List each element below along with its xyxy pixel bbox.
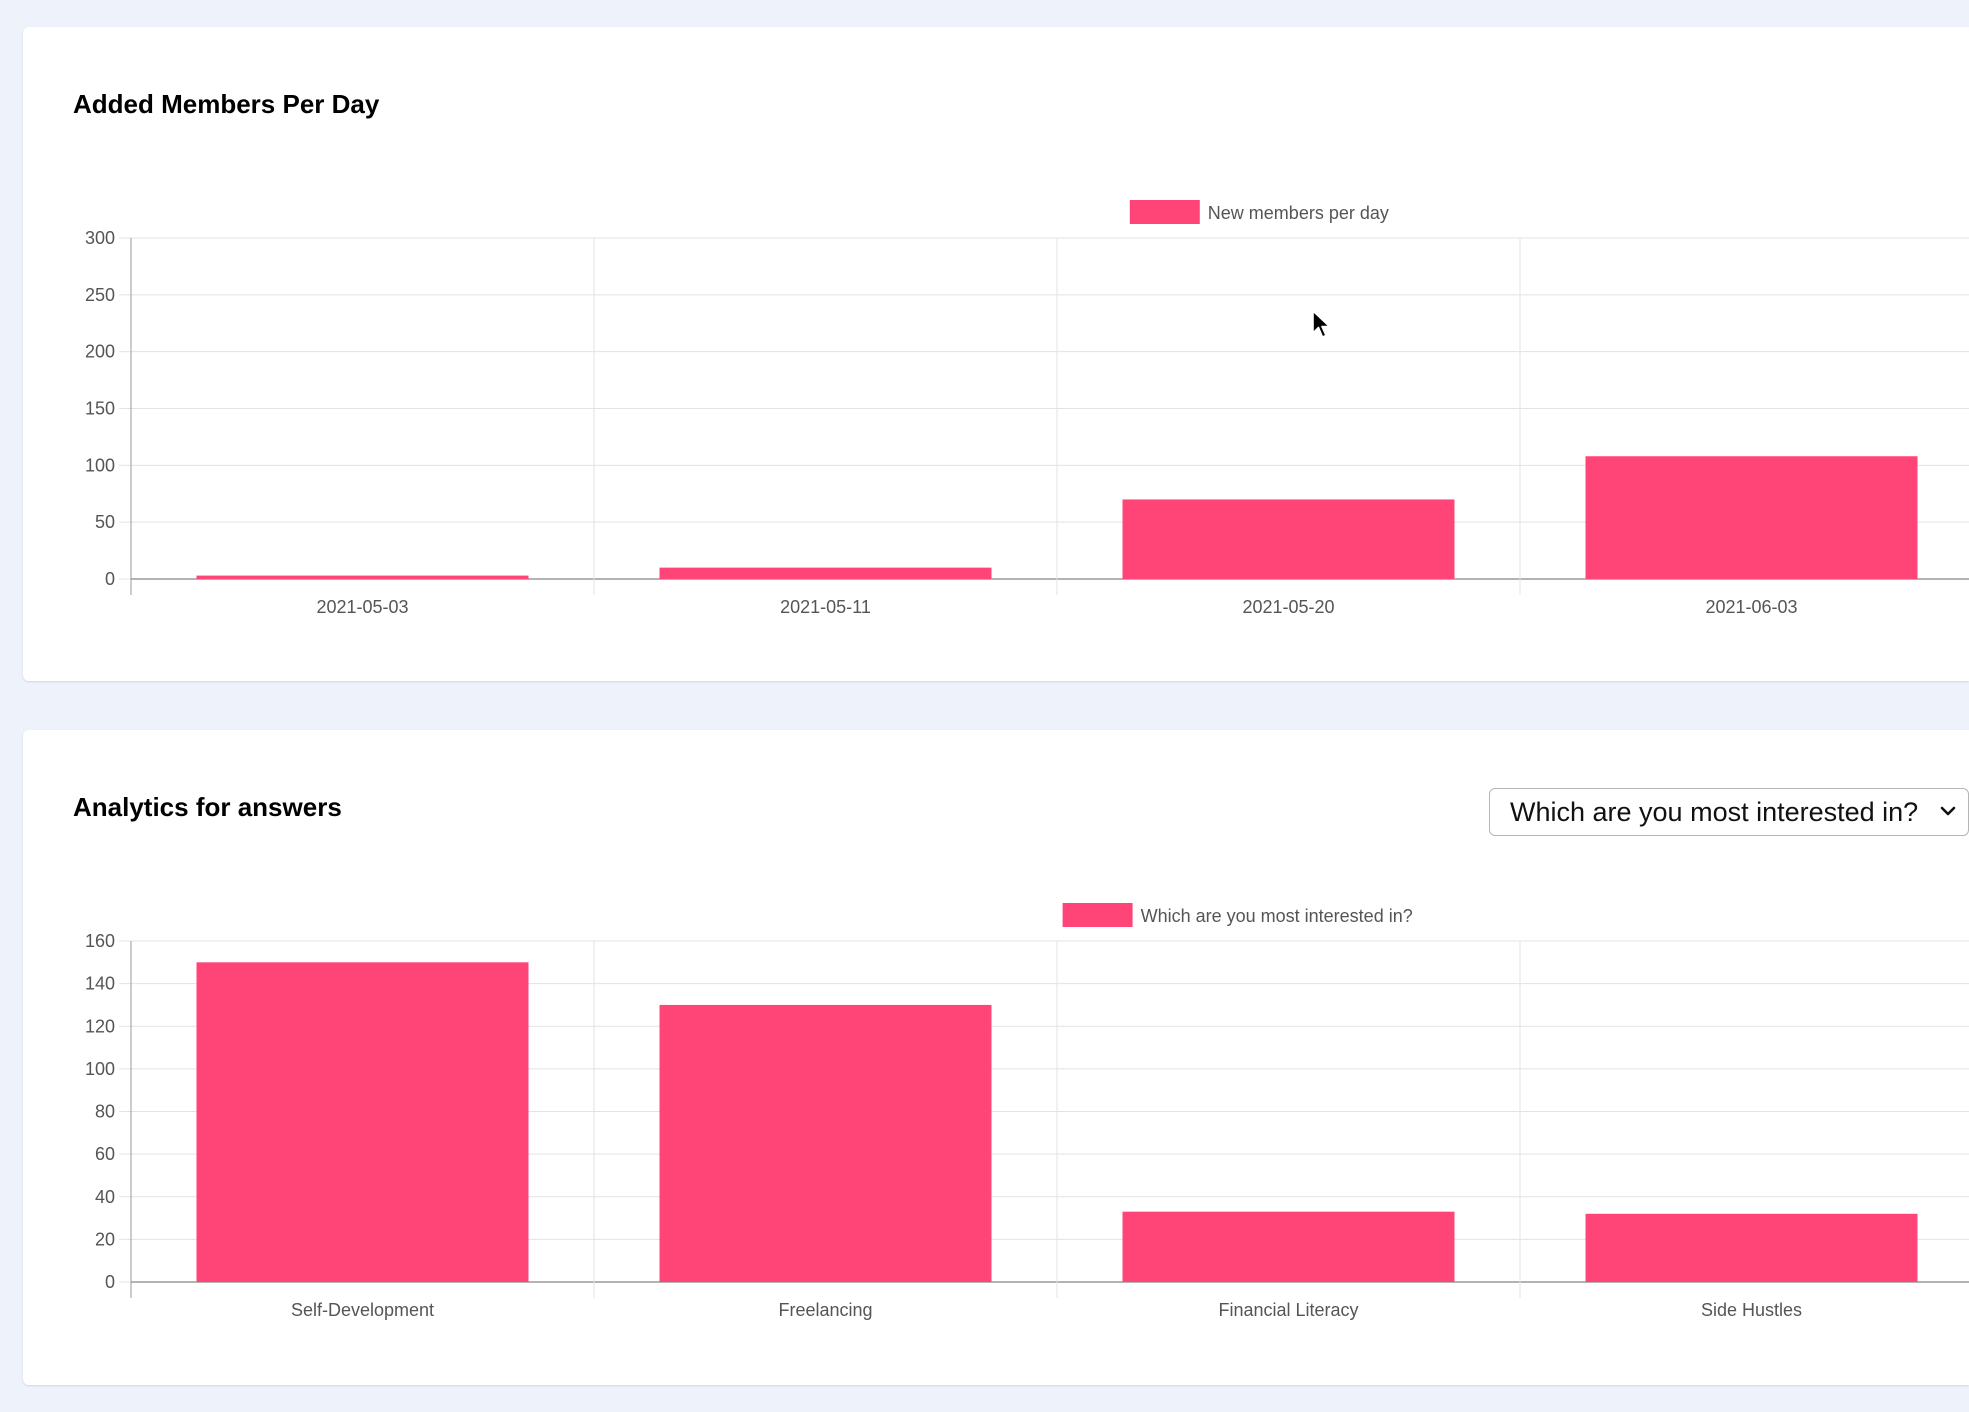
members-ytick-label: 200: [85, 342, 115, 362]
answers-chart: 0 20 40 60 80 100 120 140 160 Self-Development Fre…: [85, 903, 1969, 1320]
members-xtick-label: 2021-05-11: [780, 597, 871, 617]
answers-bar[interactable]: [1585, 1213, 1918, 1282]
answers-ytick-label: 160: [85, 931, 115, 951]
question-select-value: Which are you most interested in?: [1510, 796, 1919, 827]
members-bar[interactable]: [1122, 499, 1455, 579]
question-select[interactable]: Which are you most interested in?: [1489, 788, 1969, 836]
answers-xtick-label: Self-Development: [291, 1300, 434, 1320]
members-xtick-label: 2021-05-03: [316, 597, 408, 617]
members-ytick-label: 300: [85, 228, 115, 248]
answers-ytick-label: 60: [95, 1144, 115, 1164]
answers-xtick-label: Side Hustles: [1701, 1300, 1802, 1320]
members-card: Added Members Per Day 0 50 100 150 200 250 300…: [23, 27, 1969, 681]
answers-xtick-label: Freelancing: [778, 1300, 872, 1320]
answers-bar[interactable]: [196, 962, 529, 1282]
answers-ytick-label: 40: [95, 1187, 115, 1207]
members-ytick-label: 150: [85, 399, 115, 419]
members-ytick-label: 250: [85, 285, 115, 305]
answers-ytick-label: 100: [85, 1059, 115, 1079]
mouse-pointer-icon: [1312, 310, 1331, 338]
members-xtick-label: 2021-05-20: [1242, 597, 1334, 617]
answers-ytick-label: 80: [95, 1102, 115, 1122]
answers-ytick-label: 0: [105, 1272, 115, 1292]
answers-bar[interactable]: [659, 1004, 992, 1282]
members-xtick-label: 2021-06-03: [1705, 597, 1797, 617]
answers-ytick-label: 120: [85, 1016, 115, 1036]
members-chart: 0 50 100 150 200 250 300 2021-05-03 2021-05-11 20…: [85, 200, 1969, 617]
chevron-down-icon: [1940, 806, 1956, 816]
answers-legend-swatch[interactable]: [1062, 903, 1133, 927]
answers-ytick-label: 140: [85, 974, 115, 994]
members-legend-label[interactable]: New members per day: [1208, 203, 1389, 223]
answers-legend-label[interactable]: Which are you most interested in?: [1141, 906, 1413, 926]
members-ytick-label: 100: [85, 455, 115, 475]
members-bar[interactable]: [659, 567, 992, 579]
members-card-title: Added Members Per Day: [73, 89, 380, 119]
members-bar[interactable]: [196, 575, 529, 579]
members-ytick-label: 50: [95, 512, 115, 532]
answers-xtick-label: Financial Literacy: [1218, 1300, 1358, 1320]
answers-card-title: Analytics for answers: [73, 792, 342, 822]
answers-bar[interactable]: [1122, 1211, 1455, 1282]
members-ytick-label: 0: [105, 569, 115, 589]
members-bar[interactable]: [1585, 456, 1918, 579]
answers-ytick-label: 20: [95, 1229, 115, 1249]
members-legend-swatch[interactable]: [1129, 200, 1200, 224]
answers-card: Analytics for answers Which are you most…: [23, 730, 1969, 1385]
